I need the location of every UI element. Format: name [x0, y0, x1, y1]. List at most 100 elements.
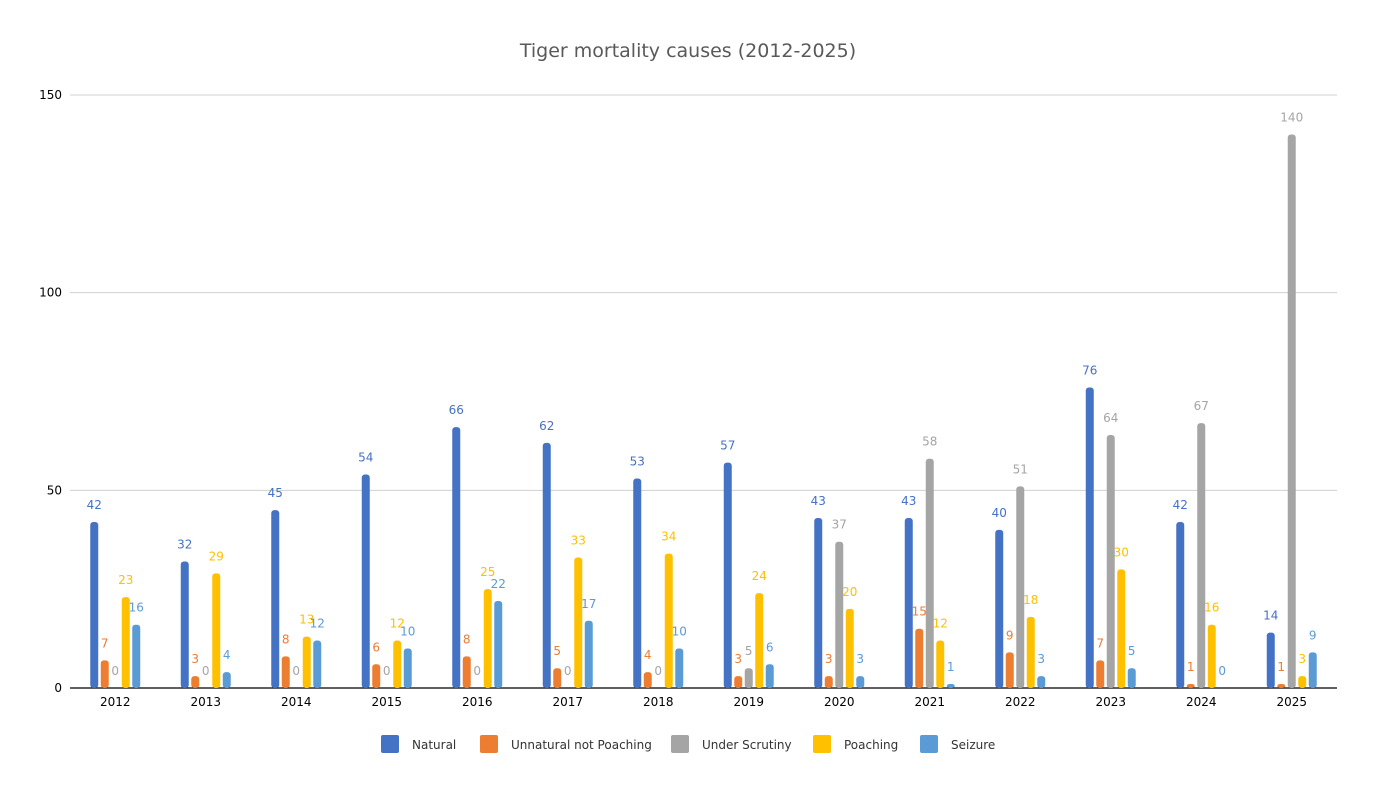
data-label: 14	[1263, 609, 1278, 623]
bar	[734, 676, 743, 688]
data-label: 12	[310, 617, 325, 631]
bar	[90, 521, 99, 688]
legend-swatch	[671, 735, 689, 753]
data-label: 5	[553, 644, 561, 658]
data-label: 64	[1103, 411, 1118, 425]
legend-label: Seizure	[951, 738, 995, 752]
bar	[633, 478, 642, 688]
legend: Natural Unnatural not Poaching Under Scrut…	[381, 735, 995, 753]
bar	[361, 474, 370, 688]
legend-label: Under Scrutiny	[702, 738, 792, 752]
data-label: 0	[292, 664, 300, 678]
x-tick-label: 2021	[914, 695, 945, 709]
data-label: 43	[811, 494, 826, 508]
data-label: 0	[564, 664, 572, 678]
bar	[1186, 684, 1195, 688]
data-label: 16	[129, 601, 144, 615]
bar	[744, 668, 753, 688]
data-label: 3	[1298, 652, 1306, 666]
x-tick-label: 2014	[281, 695, 312, 709]
data-label: 32	[177, 537, 192, 551]
bar	[180, 561, 189, 688]
data-label: 62	[539, 419, 554, 433]
data-label: 9	[1309, 628, 1317, 642]
data-label: 0	[654, 664, 662, 678]
data-label: 6	[766, 640, 774, 654]
data-label: 3	[734, 652, 742, 666]
data-label: 58	[922, 435, 937, 449]
data-label: 23	[118, 573, 133, 587]
data-label: 20	[842, 585, 857, 599]
bar	[1037, 676, 1046, 688]
bar	[1085, 387, 1094, 688]
bar	[1005, 652, 1014, 688]
bar	[845, 608, 854, 688]
data-label: 22	[491, 577, 506, 591]
x-tick-label: 2013	[190, 695, 221, 709]
bar	[452, 427, 461, 688]
data-label: 6	[372, 640, 380, 654]
data-label: 0	[111, 664, 119, 678]
bar	[222, 672, 231, 688]
data-label: 3	[856, 652, 864, 666]
legend-swatch	[920, 735, 938, 753]
x-tick-label: 2017	[552, 695, 583, 709]
data-label: 8	[282, 632, 290, 646]
bar	[856, 676, 865, 688]
bar	[372, 664, 381, 688]
data-label: 51	[1013, 462, 1028, 476]
data-label: 140	[1280, 111, 1303, 125]
bar	[121, 597, 130, 688]
y-tick-label: 0	[54, 681, 62, 695]
bar	[1117, 569, 1126, 688]
legend-label: Unnatural not Poaching	[511, 738, 652, 752]
bar	[995, 529, 1004, 688]
y-tick-label: 50	[47, 483, 62, 497]
data-label: 33	[571, 534, 586, 548]
data-label: 54	[358, 451, 373, 465]
x-tick-label: 2016	[462, 695, 493, 709]
data-label: 3	[191, 652, 199, 666]
bar	[132, 624, 141, 688]
bar	[584, 620, 593, 688]
bar	[1308, 652, 1317, 688]
data-label: 42	[87, 498, 102, 512]
data-label: 30	[1114, 545, 1129, 559]
bar	[271, 510, 280, 688]
data-label: 57	[720, 439, 735, 453]
x-tick-label: 2018	[643, 695, 674, 709]
bar	[1176, 521, 1185, 688]
x-tick-label: 2023	[1095, 695, 1126, 709]
legend-swatch	[381, 735, 399, 753]
bar	[925, 458, 934, 688]
data-label: 29	[209, 549, 224, 563]
bar	[1207, 624, 1216, 688]
data-label: 0	[202, 664, 210, 678]
x-axis: 2012 2013 2014 2015 2016 2017 2018 2019 2020 2021…	[100, 695, 1307, 709]
data-label: 10	[400, 624, 415, 638]
bar	[403, 648, 412, 688]
data-label: 5	[745, 644, 753, 658]
data-label: 10	[672, 624, 687, 638]
bar	[814, 518, 823, 688]
bar	[1106, 434, 1115, 688]
data-label: 18	[1023, 593, 1038, 607]
data-label: 8	[463, 632, 471, 646]
x-tick-label: 2025	[1276, 695, 1307, 709]
data-label: 43	[901, 494, 916, 508]
bar	[675, 648, 684, 688]
data-label: 37	[832, 518, 847, 532]
bar	[100, 660, 109, 688]
data-label: 0	[473, 664, 481, 678]
data-label: 66	[449, 403, 464, 417]
bar	[191, 676, 200, 688]
legend-label: Poaching	[844, 738, 898, 752]
gridlines	[70, 94, 1337, 689]
data-label: 12	[933, 617, 948, 631]
data-label: 9	[1006, 628, 1014, 642]
bar	[824, 676, 833, 688]
bar	[553, 668, 562, 688]
bar	[835, 541, 844, 688]
